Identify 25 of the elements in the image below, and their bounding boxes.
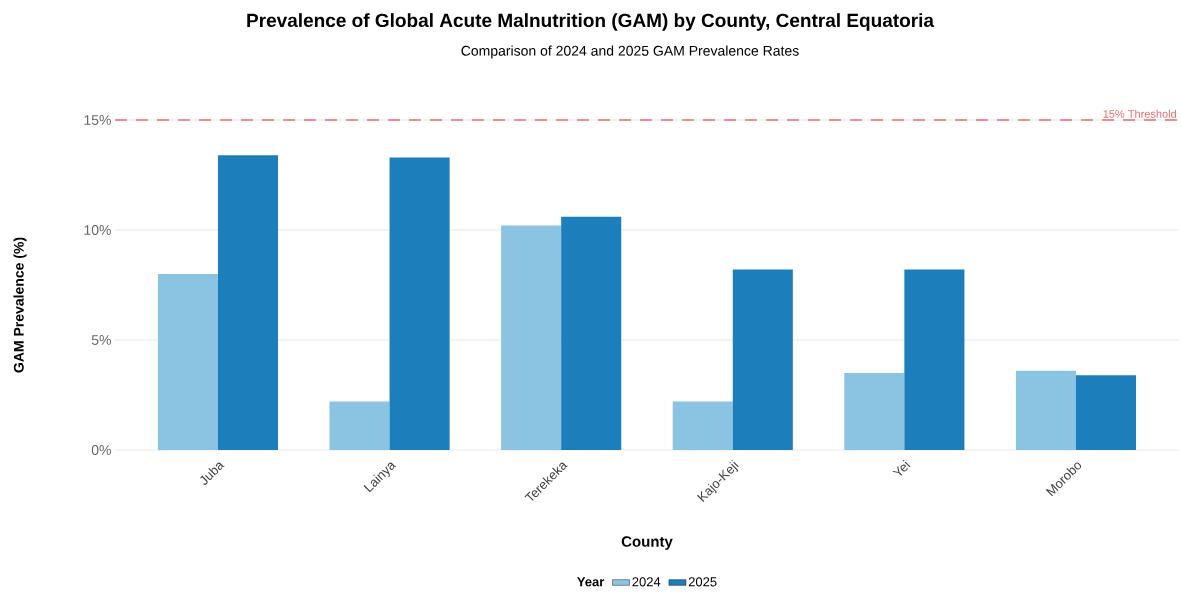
y-tick-label: 5% — [91, 335, 111, 345]
bar — [561, 216, 622, 450]
bar — [844, 373, 905, 450]
y-tick-label: 15% — [84, 115, 111, 125]
bar — [1075, 375, 1137, 450]
legend-label: 2024 — [632, 577, 661, 587]
chart-title: Prevalence of Global Acute Malnutrition (GAM) by County, Central Equatoria — [247, 13, 935, 31]
bar — [904, 269, 965, 450]
bar — [329, 401, 390, 450]
bar — [217, 155, 279, 450]
y-tick-label: 10% — [84, 225, 111, 235]
bar — [501, 225, 562, 450]
bar — [732, 269, 793, 450]
legend-title: Year — [577, 577, 605, 587]
ref-line-label: 15% Threshold — [1103, 109, 1177, 118]
bar — [1015, 370, 1076, 450]
bar — [672, 401, 733, 450]
chart-subtitle: Comparison of 2024 and 2025 GAM Prevalence Rates — [461, 45, 799, 59]
y-tick-label: 0% — [91, 445, 111, 455]
bar — [157, 274, 218, 450]
x-tick-label: Yei — [892, 459, 911, 476]
y-axis-title: GAM Prevalence (%) — [13, 237, 27, 373]
x-axis-title: County — [621, 536, 673, 550]
legend-label: 2025 — [688, 577, 717, 587]
bar — [389, 157, 450, 450]
